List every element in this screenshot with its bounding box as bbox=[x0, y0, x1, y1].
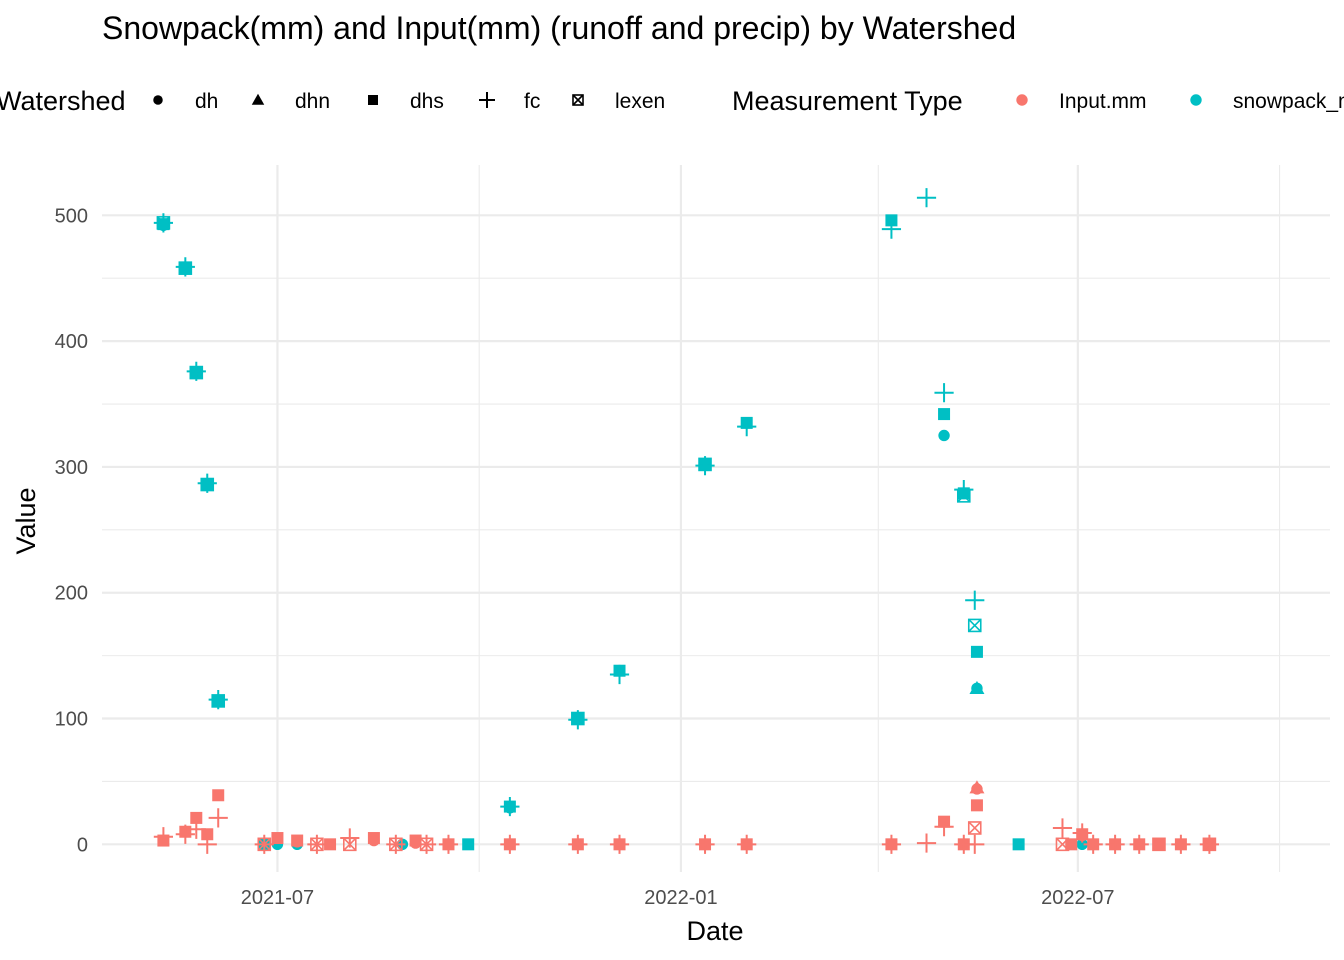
data-point bbox=[1083, 834, 1103, 854]
x-tick-label: 2022-07 bbox=[1041, 887, 1114, 909]
data-point bbox=[967, 821, 982, 835]
legend-label-snowpack-mm: snowpack_mm bbox=[1233, 90, 1344, 113]
y-axis-title: Value bbox=[11, 487, 41, 554]
y-tick-label: 0 bbox=[77, 834, 88, 856]
data-point bbox=[967, 618, 982, 633]
series-snowpack-mm bbox=[153, 188, 1088, 851]
legend-label-lexen: lexen bbox=[615, 90, 665, 113]
legend-swatch-input-mm bbox=[1016, 94, 1028, 106]
data-point bbox=[970, 799, 983, 812]
y-tick-label: 400 bbox=[55, 331, 88, 353]
data-point bbox=[881, 834, 902, 854]
legend-watershed: Watershed dh dhn dhs fc lexen bbox=[0, 86, 665, 116]
data-point bbox=[965, 590, 985, 610]
data-point bbox=[1171, 834, 1191, 854]
data-point bbox=[1129, 834, 1149, 854]
data-point bbox=[916, 833, 937, 853]
data-point bbox=[1202, 837, 1217, 852]
data-point bbox=[291, 836, 303, 848]
x-tick-label: 2022-01 bbox=[644, 887, 717, 909]
data-point bbox=[1076, 829, 1088, 842]
data-point bbox=[211, 694, 226, 708]
x-axis-ticks: 2021-07 2022-01 2022-07 bbox=[241, 887, 1115, 909]
y-tick-label: 500 bbox=[55, 205, 88, 227]
data-point bbox=[200, 477, 215, 492]
data-point bbox=[462, 838, 475, 851]
data-point bbox=[197, 834, 217, 854]
x-axis-title: Date bbox=[686, 916, 743, 946]
data-point bbox=[737, 417, 757, 437]
data-point bbox=[571, 711, 585, 726]
data-point bbox=[916, 188, 937, 208]
data-point bbox=[1076, 838, 1088, 851]
data-point bbox=[881, 219, 902, 239]
data-point bbox=[156, 216, 171, 230]
data-point bbox=[957, 487, 970, 500]
data-point bbox=[934, 383, 954, 403]
data-point bbox=[1152, 837, 1166, 852]
data-point bbox=[1052, 818, 1073, 838]
legend-measurement-type-title: Measurement Type bbox=[732, 86, 963, 116]
data-point bbox=[500, 834, 520, 854]
data-point bbox=[386, 834, 406, 854]
legend-swatch-fc bbox=[479, 92, 495, 108]
y-tick-label: 100 bbox=[55, 709, 88, 731]
data-point bbox=[1105, 834, 1125, 854]
data-point bbox=[324, 838, 337, 851]
legend-swatch-lexen bbox=[572, 94, 584, 106]
data-point bbox=[416, 834, 437, 854]
data-point bbox=[1012, 838, 1025, 851]
data-point bbox=[189, 365, 204, 380]
data-point bbox=[609, 664, 630, 685]
data-point bbox=[970, 645, 983, 658]
legend-swatch-dh bbox=[153, 95, 163, 105]
legend-label-dhn: dhn bbox=[295, 90, 330, 113]
data-point bbox=[212, 789, 225, 802]
data-point bbox=[504, 802, 516, 814]
data-point bbox=[368, 834, 380, 847]
legend-label-fc: fc bbox=[524, 90, 540, 113]
data-point bbox=[190, 811, 203, 824]
data-point bbox=[737, 834, 757, 854]
data-point bbox=[969, 680, 985, 694]
data-point bbox=[271, 832, 284, 845]
data-point bbox=[695, 834, 715, 854]
legend-swatch-snowpack-mm bbox=[1190, 94, 1202, 106]
data-point bbox=[438, 834, 459, 854]
legend-label-dhs: dhs bbox=[410, 90, 444, 113]
legend-watershed-title: Watershed bbox=[0, 86, 126, 116]
data-point bbox=[609, 834, 630, 854]
data-point bbox=[938, 429, 950, 442]
data-point bbox=[254, 834, 274, 854]
data-points bbox=[153, 188, 1219, 854]
chart-title: Snowpack(mm) and Input(mm) (runoff and p… bbox=[102, 10, 1016, 46]
data-point bbox=[409, 837, 422, 849]
data-point bbox=[153, 827, 173, 847]
data-point bbox=[965, 834, 985, 854]
series-input-mm bbox=[153, 780, 1219, 854]
data-point bbox=[1065, 838, 1078, 851]
legend-label-dh: dh bbox=[195, 90, 218, 113]
data-point bbox=[175, 824, 195, 844]
data-point bbox=[178, 261, 193, 275]
data-point bbox=[938, 408, 951, 421]
data-point bbox=[698, 457, 712, 472]
data-point bbox=[208, 808, 228, 828]
data-point bbox=[934, 817, 954, 837]
legend-swatch-dhs bbox=[368, 95, 378, 105]
plot-grid bbox=[102, 165, 1330, 872]
data-point bbox=[201, 828, 214, 841]
data-point bbox=[307, 834, 327, 854]
legend-measurement-type: Measurement Type Input.mm snowpack_mm bbox=[732, 86, 1344, 116]
x-tick-label: 2021-07 bbox=[241, 887, 314, 909]
y-tick-label: 200 bbox=[55, 583, 88, 605]
data-point bbox=[568, 834, 588, 854]
y-tick-label: 300 bbox=[55, 457, 88, 479]
legend-swatch-dhn bbox=[251, 93, 265, 105]
y-axis-ticks: 0 100 200 300 400 500 bbox=[55, 205, 88, 856]
data-point bbox=[340, 828, 360, 848]
data-point bbox=[971, 783, 983, 795]
legend-label-input-mm: Input.mm bbox=[1059, 90, 1147, 113]
